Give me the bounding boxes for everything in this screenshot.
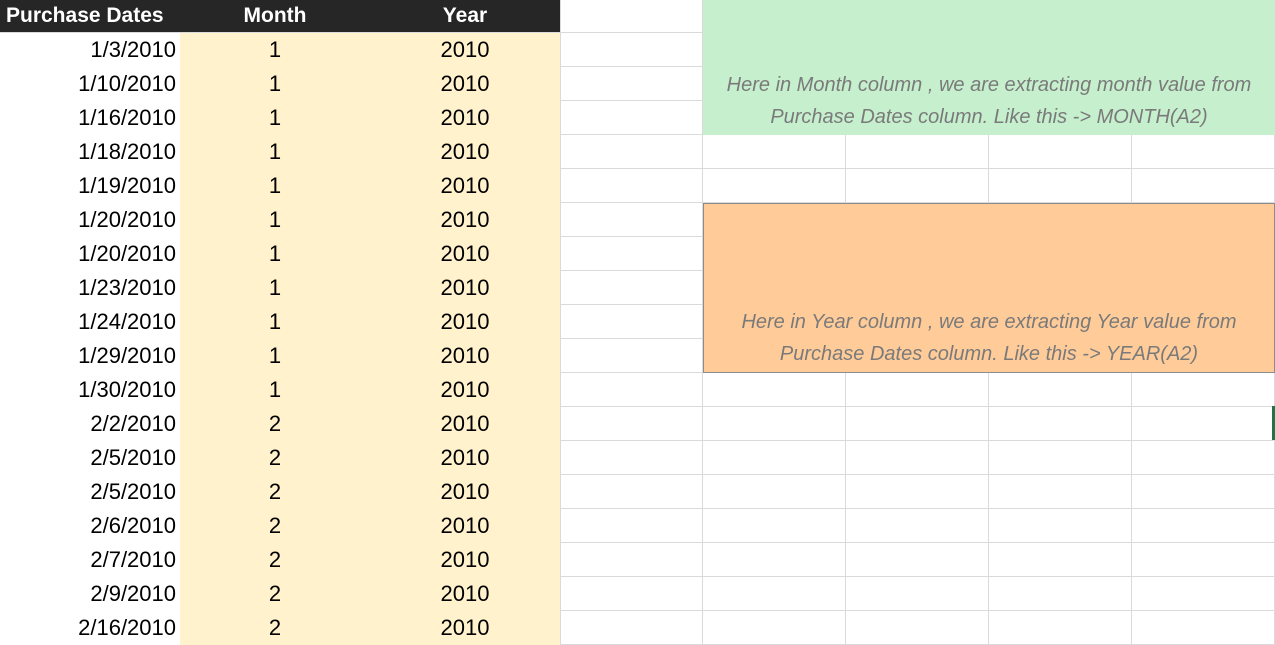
- month-note-text: Here in Month column , we are extracting…: [726, 74, 1252, 128]
- month-cell[interactable]: 2: [180, 475, 370, 509]
- month-cell[interactable]: 2: [180, 543, 370, 577]
- purchase-date-cell[interactable]: 2/16/2010: [0, 611, 180, 645]
- purchase-date-cell[interactable]: 1/23/2010: [0, 271, 180, 305]
- row-gridline: [0, 304, 1275, 305]
- month-cell[interactable]: 1: [180, 237, 370, 271]
- month-explanation-note[interactable]: Here in Month column , we are extracting…: [703, 0, 1275, 135]
- row-gridline: [0, 406, 1275, 407]
- row-gridline: [0, 576, 1275, 577]
- purchase-date-cell[interactable]: 1/16/2010: [0, 101, 180, 135]
- year-cell[interactable]: 2010: [370, 407, 560, 441]
- purchase-date-cell[interactable]: 1/24/2010: [0, 305, 180, 339]
- month-cell[interactable]: 2: [180, 407, 370, 441]
- purchase-date-cell[interactable]: 2/9/2010: [0, 577, 180, 611]
- year-cell[interactable]: 2010: [370, 611, 560, 645]
- purchase-date-cell[interactable]: 1/20/2010: [0, 203, 180, 237]
- year-cell[interactable]: 2010: [370, 373, 560, 407]
- month-cell[interactable]: 1: [180, 135, 370, 169]
- year-cell[interactable]: 2010: [370, 237, 560, 271]
- header-month[interactable]: Month: [180, 0, 370, 32]
- row-gridline: [0, 610, 1275, 611]
- month-cell[interactable]: 1: [180, 67, 370, 101]
- row-gridline: [0, 100, 1275, 101]
- purchase-date-cell[interactable]: 2/5/2010: [0, 441, 180, 475]
- year-cell[interactable]: 2010: [370, 305, 560, 339]
- month-cell[interactable]: 2: [180, 611, 370, 645]
- purchase-date-cell[interactable]: 1/19/2010: [0, 169, 180, 203]
- month-cell[interactable]: 1: [180, 203, 370, 237]
- year-cell[interactable]: 2010: [370, 509, 560, 543]
- month-cell[interactable]: 2: [180, 577, 370, 611]
- month-cell[interactable]: 1: [180, 373, 370, 407]
- header-year[interactable]: Year: [370, 0, 560, 32]
- row-gridline: [0, 202, 1275, 203]
- year-cell[interactable]: 2010: [370, 33, 560, 67]
- month-cell[interactable]: 1: [180, 101, 370, 135]
- year-cell[interactable]: 2010: [370, 577, 560, 611]
- row-gridline: [0, 66, 1275, 67]
- year-cell[interactable]: 2010: [370, 169, 560, 203]
- year-cell[interactable]: 2010: [370, 339, 560, 373]
- header-purchase-dates[interactable]: Purchase Dates: [0, 0, 180, 32]
- month-cell[interactable]: 1: [180, 169, 370, 203]
- year-cell[interactable]: 2010: [370, 475, 560, 509]
- year-cell[interactable]: 2010: [370, 135, 560, 169]
- year-cell[interactable]: 2010: [370, 271, 560, 305]
- column-gridline: [560, 0, 561, 645]
- row-gridline: [0, 338, 1275, 339]
- month-cell[interactable]: 1: [180, 305, 370, 339]
- row-gridline: [0, 168, 1275, 169]
- purchase-date-cell[interactable]: 1/29/2010: [0, 339, 180, 373]
- column-gridline: [702, 0, 703, 645]
- row-gridline: [0, 236, 1275, 237]
- purchase-date-cell[interactable]: 1/3/2010: [0, 33, 180, 67]
- month-cell[interactable]: 1: [180, 271, 370, 305]
- row-gridline: [0, 32, 1275, 33]
- purchase-date-cell[interactable]: 1/30/2010: [0, 373, 180, 407]
- year-cell[interactable]: 2010: [370, 441, 560, 475]
- row-gridline: [0, 134, 1275, 135]
- year-cell[interactable]: 2010: [370, 543, 560, 577]
- row-gridline: [0, 270, 1275, 271]
- month-cell[interactable]: 1: [180, 33, 370, 67]
- month-cell[interactable]: 2: [180, 509, 370, 543]
- month-cell[interactable]: 2: [180, 441, 370, 475]
- active-cell-indicator: [1272, 406, 1275, 440]
- purchase-date-cell[interactable]: 1/18/2010: [0, 135, 180, 169]
- purchase-date-cell[interactable]: 1/10/2010: [0, 67, 180, 101]
- purchase-date-cell[interactable]: 1/20/2010: [0, 237, 180, 271]
- purchase-date-cell[interactable]: 2/6/2010: [0, 509, 180, 543]
- year-cell[interactable]: 2010: [370, 101, 560, 135]
- year-explanation-note[interactable]: Here in Year column , we are extracting …: [703, 203, 1275, 373]
- year-note-text: Here in Year column , we are extracting …: [741, 311, 1237, 365]
- row-gridline: [0, 372, 1275, 373]
- year-cell[interactable]: 2010: [370, 203, 560, 237]
- purchase-date-cell[interactable]: 2/7/2010: [0, 543, 180, 577]
- purchase-date-cell[interactable]: 2/2/2010: [0, 407, 180, 441]
- row-gridline: [0, 440, 1275, 441]
- row-gridline: [0, 542, 1275, 543]
- year-cell[interactable]: 2010: [370, 67, 560, 101]
- row-gridline: [0, 508, 1275, 509]
- month-cell[interactable]: 1: [180, 339, 370, 373]
- purchase-date-cell[interactable]: 2/5/2010: [0, 475, 180, 509]
- row-gridline: [0, 474, 1275, 475]
